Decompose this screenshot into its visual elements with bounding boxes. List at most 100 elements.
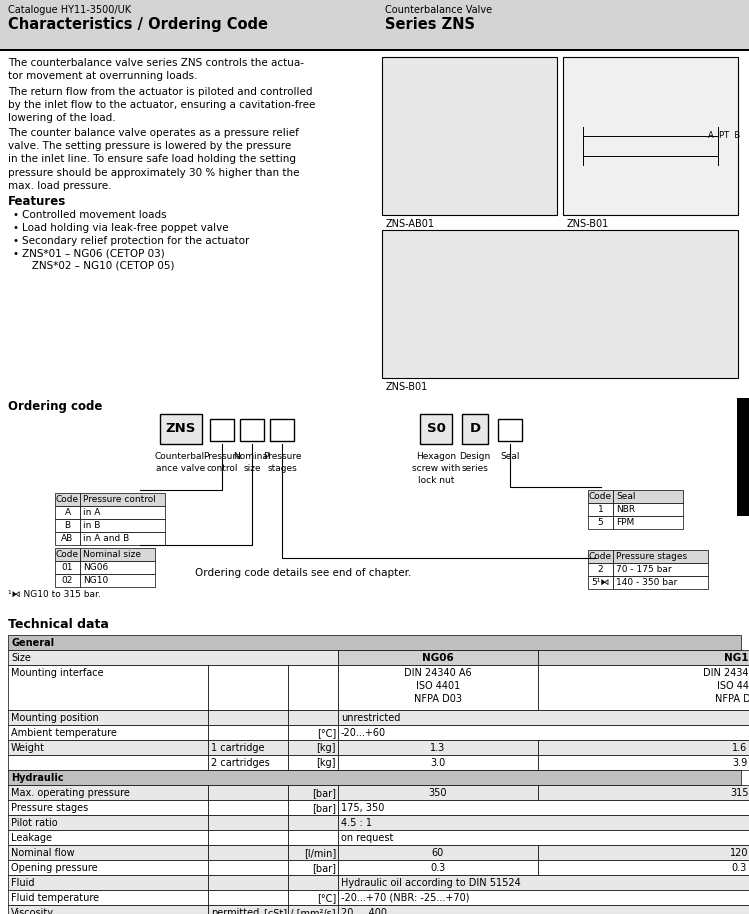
Text: 0.3: 0.3 <box>732 863 747 873</box>
Text: The return flow from the actuator is piloted and controlled
by the inlet flow to: The return flow from the actuator is pil… <box>8 87 315 123</box>
Text: [°C]: [°C] <box>317 728 336 738</box>
Text: ZNS-B01: ZNS-B01 <box>386 382 428 392</box>
Text: Leakage: Leakage <box>11 833 52 843</box>
Text: [kg]: [kg] <box>317 743 336 753</box>
Bar <box>382 57 557 215</box>
Text: 1.3: 1.3 <box>431 743 446 753</box>
Bar <box>338 740 538 755</box>
Text: The counterbalance valve series ZNS controls the actua-
tor movement at overrunn: The counterbalance valve series ZNS cont… <box>8 58 304 81</box>
Text: Viscosity,: Viscosity, <box>11 908 57 914</box>
Bar <box>538 740 749 755</box>
Text: 3.9: 3.9 <box>732 758 747 768</box>
Bar <box>8 710 208 725</box>
Text: Controlled movement loads: Controlled movement loads <box>22 210 166 220</box>
Text: B: B <box>64 521 70 530</box>
Text: 3.0: 3.0 <box>431 758 446 768</box>
Text: 1.6: 1.6 <box>732 743 747 753</box>
Bar <box>538 785 749 800</box>
Text: 140 - 350 bar: 140 - 350 bar <box>616 578 677 587</box>
Bar <box>240 419 264 441</box>
Text: Fluid temperature: Fluid temperature <box>11 893 99 903</box>
Bar <box>208 800 288 815</box>
Text: on request: on request <box>341 833 393 843</box>
Text: Code: Code <box>589 552 612 561</box>
Bar <box>8 770 741 785</box>
Text: The counter balance valve operates as a pressure relief
valve. The setting press: The counter balance valve operates as a … <box>8 128 300 191</box>
Text: Pressure
control: Pressure control <box>203 452 241 473</box>
Bar <box>80 532 165 545</box>
Bar <box>288 755 338 770</box>
Text: 5: 5 <box>598 518 604 527</box>
Text: ZNS: ZNS <box>166 422 196 435</box>
Text: [bar]: [bar] <box>312 803 336 813</box>
Text: 5¹⧑: 5¹⧑ <box>591 578 610 587</box>
Text: General: General <box>11 638 54 648</box>
Text: 01: 01 <box>61 563 73 572</box>
Bar <box>538 665 749 710</box>
Bar <box>8 650 338 665</box>
Text: 0.3: 0.3 <box>431 863 446 873</box>
Bar <box>0 49 749 51</box>
Text: Fluid: Fluid <box>11 878 34 888</box>
Bar <box>538 755 749 770</box>
Text: Secondary relief protection for the actuator: Secondary relief protection for the actu… <box>22 236 249 246</box>
Text: Nominal flow: Nominal flow <box>11 848 75 858</box>
Text: Counterbal-
ance valve: Counterbal- ance valve <box>154 452 207 473</box>
Bar <box>8 830 208 845</box>
Text: Pressure stages: Pressure stages <box>11 803 88 813</box>
Bar <box>338 890 749 905</box>
Text: -20...+60: -20...+60 <box>341 728 386 738</box>
Text: Pressure stages: Pressure stages <box>616 552 687 561</box>
Bar <box>588 516 613 529</box>
Bar <box>288 830 338 845</box>
Bar <box>382 230 738 378</box>
Bar <box>498 419 522 441</box>
Text: Nominal
size: Nominal size <box>233 452 270 473</box>
Text: Weight: Weight <box>11 743 45 753</box>
Bar <box>8 815 208 830</box>
Text: Code: Code <box>589 492 612 501</box>
Text: 20 ... 400: 20 ... 400 <box>341 908 387 914</box>
Bar <box>270 419 294 441</box>
Text: NG06: NG06 <box>422 653 454 663</box>
Bar <box>55 493 80 506</box>
Bar <box>288 860 338 875</box>
Bar <box>208 725 288 740</box>
Text: Load holding via leak-free poppet valve: Load holding via leak-free poppet valve <box>22 223 228 233</box>
Bar <box>288 740 338 755</box>
Bar <box>588 550 613 563</box>
Bar <box>338 830 749 845</box>
Text: Catalogue HY11-3500/UK: Catalogue HY11-3500/UK <box>8 5 131 15</box>
Text: Opening pressure: Opening pressure <box>11 863 97 873</box>
Bar <box>208 740 288 755</box>
Text: Characteristics / Ordering Code: Characteristics / Ordering Code <box>8 17 268 32</box>
Text: ZNS-B01: ZNS-B01 <box>567 219 609 229</box>
Bar <box>208 875 288 890</box>
Text: 350: 350 <box>428 788 447 798</box>
Bar <box>563 57 738 215</box>
Bar <box>288 785 338 800</box>
Text: NG10: NG10 <box>83 576 109 585</box>
Text: Mounting position: Mounting position <box>11 713 99 723</box>
Bar <box>288 845 338 860</box>
Bar <box>208 830 288 845</box>
Bar <box>8 860 208 875</box>
Bar <box>288 725 338 740</box>
Text: ZNS*01 – NG06 (CETOP 03): ZNS*01 – NG06 (CETOP 03) <box>22 249 165 259</box>
Text: •: • <box>13 210 19 220</box>
Bar <box>288 875 338 890</box>
Text: DIN 24340 A6
ISO 4401
NFPA D03: DIN 24340 A6 ISO 4401 NFPA D03 <box>404 668 472 705</box>
Text: ZNS-AB01: ZNS-AB01 <box>386 219 435 229</box>
Bar <box>288 815 338 830</box>
Text: DIN 24340 A10
ISO 4401
NFPA D05: DIN 24340 A10 ISO 4401 NFPA D05 <box>703 668 749 705</box>
Bar <box>80 493 165 506</box>
Bar <box>208 710 288 725</box>
Bar <box>8 665 208 710</box>
Bar <box>288 905 338 914</box>
Text: A  PT  B: A PT B <box>708 131 740 140</box>
Bar <box>288 710 338 725</box>
Bar <box>208 845 288 860</box>
Bar <box>613 563 708 576</box>
Text: A: A <box>64 508 70 517</box>
Bar <box>8 905 208 914</box>
